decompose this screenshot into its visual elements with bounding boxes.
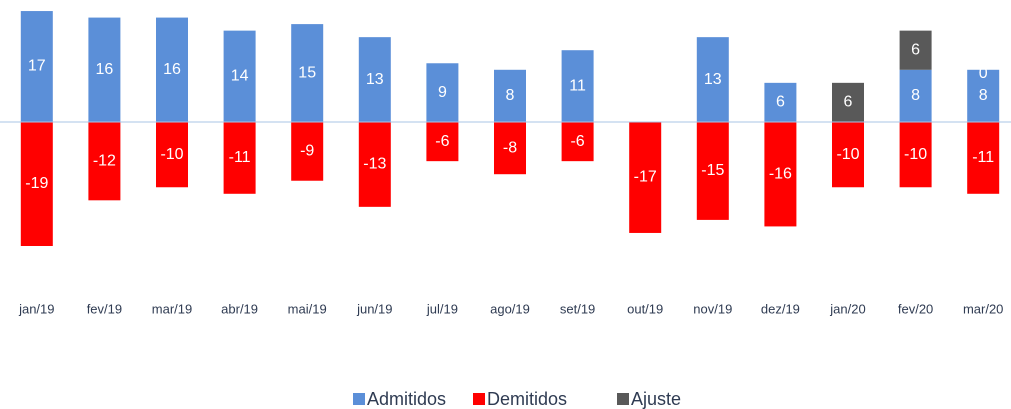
data-label: 6 bbox=[776, 94, 785, 111]
data-label: 13 bbox=[704, 71, 722, 88]
data-label: -15 bbox=[701, 162, 724, 179]
legend-swatch bbox=[353, 393, 365, 405]
data-label: -10 bbox=[160, 146, 183, 163]
legend-swatch bbox=[617, 393, 629, 405]
bar bbox=[358, 37, 391, 122]
data-label: -19 bbox=[25, 175, 48, 192]
bar bbox=[696, 37, 729, 122]
x-tick-label: jan/19 bbox=[18, 301, 54, 316]
data-label: -11 bbox=[972, 149, 994, 166]
x-tick-label: dez/19 bbox=[761, 301, 800, 316]
legend-label: Admitidos bbox=[367, 389, 446, 409]
x-tick-label: jan/20 bbox=[829, 301, 865, 316]
bar bbox=[899, 69, 932, 122]
data-label: 16 bbox=[163, 61, 181, 78]
data-label: -6 bbox=[570, 133, 584, 150]
legend-label: Ajuste bbox=[631, 389, 681, 409]
bar bbox=[223, 30, 256, 123]
bar bbox=[899, 122, 932, 188]
legend-swatch bbox=[473, 393, 485, 405]
data-label: 8 bbox=[911, 87, 920, 104]
data-label: 17 bbox=[28, 58, 46, 75]
bar bbox=[629, 122, 662, 233]
bar bbox=[764, 82, 797, 122]
data-label: -12 bbox=[93, 152, 116, 169]
bar bbox=[832, 82, 864, 122]
data-label: -8 bbox=[503, 139, 517, 156]
data-label: -6 bbox=[435, 133, 449, 150]
bar bbox=[967, 122, 1000, 194]
data-label: 15 bbox=[298, 64, 316, 81]
bar bbox=[832, 122, 864, 188]
x-tick-label: set/19 bbox=[560, 301, 595, 316]
bar bbox=[494, 69, 526, 122]
x-tick-label: mar/19 bbox=[152, 301, 192, 316]
bar bbox=[426, 122, 459, 162]
bar bbox=[967, 69, 1000, 122]
data-label: 13 bbox=[366, 71, 384, 88]
data-label: 0 bbox=[979, 65, 988, 82]
x-tick-label: nov/19 bbox=[693, 301, 732, 316]
legend-label: Demitidos bbox=[487, 389, 567, 409]
data-label: 6 bbox=[911, 41, 920, 58]
data-label: 8 bbox=[506, 87, 515, 104]
bar bbox=[561, 122, 594, 162]
x-tick-label: out/19 bbox=[627, 301, 663, 316]
data-label: -10 bbox=[836, 146, 859, 163]
bar bbox=[358, 122, 391, 207]
data-label: -13 bbox=[363, 156, 386, 173]
bar bbox=[156, 17, 188, 122]
bar bbox=[696, 122, 729, 220]
bar bbox=[561, 50, 594, 122]
x-tick-label: mar/20 bbox=[963, 301, 1003, 316]
bar bbox=[88, 17, 121, 122]
bar bbox=[494, 122, 526, 175]
data-label: -17 bbox=[634, 169, 657, 186]
data-label: -11 bbox=[229, 149, 251, 166]
x-tick-label: fev/19 bbox=[87, 301, 122, 316]
bar bbox=[291, 122, 324, 181]
data-label: 8 bbox=[979, 87, 988, 104]
bar bbox=[223, 122, 256, 194]
bar bbox=[291, 24, 324, 122]
data-label: 16 bbox=[96, 61, 114, 78]
bar bbox=[764, 122, 797, 227]
data-label: 14 bbox=[231, 68, 249, 85]
data-label: 6 bbox=[844, 94, 853, 111]
x-tick-label: ago/19 bbox=[490, 301, 530, 316]
data-label: -10 bbox=[904, 146, 927, 163]
x-tick-label: abr/19 bbox=[221, 301, 258, 316]
bar bbox=[20, 122, 53, 246]
bar bbox=[88, 122, 121, 201]
bar bbox=[156, 122, 188, 188]
bar bbox=[899, 30, 932, 70]
bar bbox=[426, 63, 459, 122]
data-label: -9 bbox=[300, 143, 314, 160]
x-tick-label: jul/19 bbox=[426, 301, 458, 316]
x-tick-label: jun/19 bbox=[356, 301, 392, 316]
x-tick-label: fev/20 bbox=[898, 301, 933, 316]
data-label: 9 bbox=[438, 84, 447, 101]
bar bbox=[20, 11, 53, 123]
data-label: -16 bbox=[769, 165, 792, 182]
data-label: 11 bbox=[569, 77, 586, 94]
x-tick-label: mai/19 bbox=[288, 301, 327, 316]
